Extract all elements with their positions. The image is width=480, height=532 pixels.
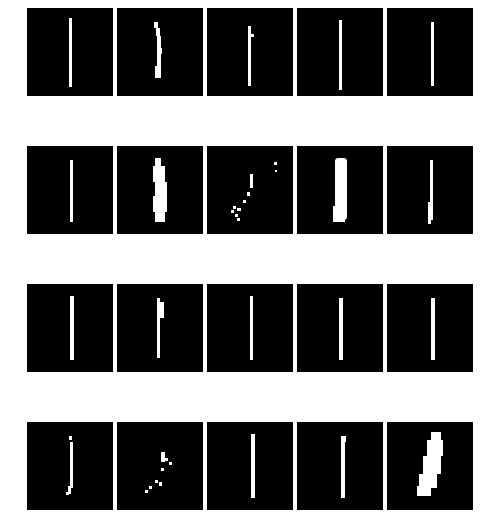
tile-r3-c3 [207,284,293,372]
stroke-glyph [339,20,342,90]
tile-r4-c5 [387,422,473,510]
stroke-glyph [154,22,162,78]
tile-r1-c2 [117,8,203,96]
grid-row-4 [0,422,480,510]
grid-row-3 [0,284,480,372]
tile-r4-c1 [27,422,113,510]
stroke-glyph [248,26,254,86]
tile-r4-c2 [117,422,203,510]
stroke-glyph [333,158,347,222]
tile-r3-c5 [387,284,473,372]
tile-r3-c4 [297,284,383,372]
tile-r1-c4 [297,8,383,96]
tile-r1-c5 [387,8,473,96]
tile-r3-c1 [27,284,113,372]
grid-row-2 [0,146,480,234]
stroke-glyph [339,298,343,360]
stroke-glyph [431,298,435,360]
tile-r2-c1 [27,146,113,234]
tile-r1-c3 [207,8,293,96]
stroke-glyph [431,22,434,86]
tile-r2-c2 [117,146,203,234]
stroke-glyph [428,160,433,224]
tile-r2-c3 [207,146,293,234]
tile-r1-c1 [27,8,113,96]
stroke-glyph [251,434,255,498]
stroke-glyph [70,296,74,360]
tile-r4-c4 [297,422,383,510]
stroke-glyph [231,162,277,221]
tile-r4-c3 [207,422,293,510]
stroke-glyph [145,452,172,493]
stroke-glyph [153,158,167,222]
tile-r2-c5 [387,146,473,234]
stroke-glyph [70,160,73,222]
tile-r3-c2 [117,284,203,372]
grid-row-1 [0,8,480,96]
tile-r2-c4 [297,146,383,234]
stroke-glyph [417,432,443,496]
stroke-glyph [69,18,72,87]
stroke-glyph [66,436,73,495]
stroke-glyph [250,296,253,360]
stroke-glyph [341,436,346,498]
stroke-glyph [157,298,164,358]
